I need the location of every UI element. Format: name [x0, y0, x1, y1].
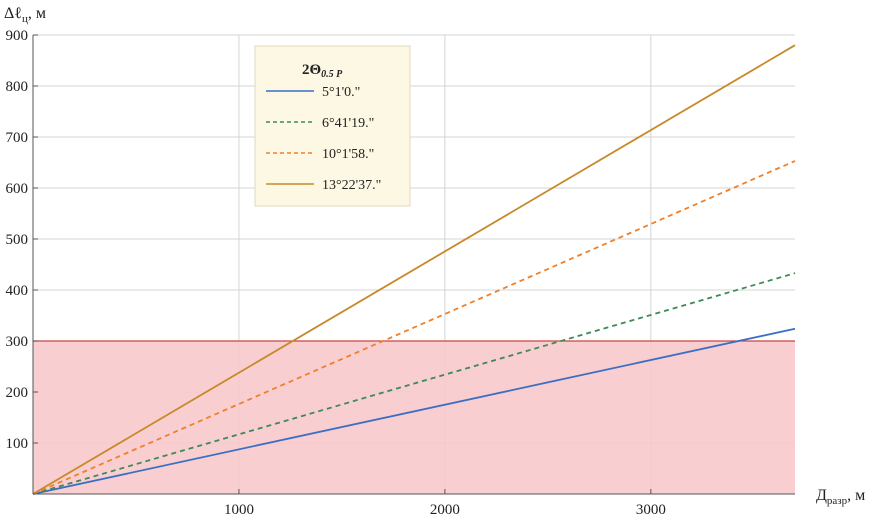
y-tick-label: 800 — [6, 79, 29, 95]
legend-label: 10°1'58." — [322, 147, 374, 162]
y-tick-label: 900 — [6, 28, 29, 44]
y-tick-label: 600 — [6, 181, 29, 197]
y-tick-label: 200 — [6, 385, 29, 401]
y-tick-label: 300 — [6, 334, 29, 350]
series-lines — [32, 44, 796, 495]
ticks: 100 200 300 400 500 600 700 800 900 1000 2000 3000 — [6, 28, 666, 518]
legend-label: 5°1'0." — [322, 85, 360, 100]
y-tick-label: 700 — [6, 130, 29, 146]
x-axis-label: Дразр, м — [816, 487, 865, 507]
series-line-4 — [32, 44, 796, 495]
x-tick-label: 3000 — [636, 502, 666, 518]
series-line-1 — [32, 327, 796, 495]
y-tick-label: 100 — [6, 436, 29, 452]
threshold-region — [33, 340, 795, 494]
legend-label: 6°41'19." — [322, 116, 374, 131]
y-tick-label: 400 — [6, 283, 29, 299]
y-tick-label: 500 — [6, 232, 29, 248]
threshold-fill — [33, 341, 795, 494]
legend-box — [254, 45, 411, 207]
legend-label: 13°22'37." — [322, 178, 381, 193]
legend-items: 5°1'0." 6°41'19." 10°1'58." 13°22'37." — [266, 85, 381, 193]
series-line-2 — [32, 272, 796, 495]
y-axis-label: Δℓц, м — [4, 5, 46, 25]
x-tick-label: 1000 — [224, 502, 254, 518]
legend: 2Θ0.5 P 5°1'0." 6°41'19." 10°1'58." 13°22'3… — [254, 45, 411, 207]
series-line-3 — [32, 160, 796, 495]
x-tick-label: 2000 — [430, 502, 460, 518]
axes — [32, 35, 795, 495]
legend-title: 2Θ0.5 P — [302, 62, 343, 80]
